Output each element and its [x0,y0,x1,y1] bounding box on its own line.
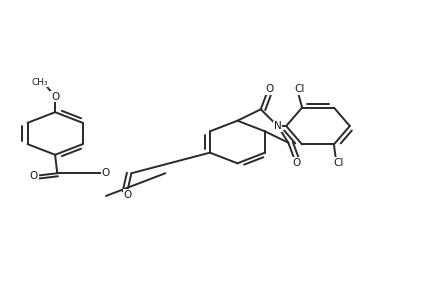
Text: CH₃: CH₃ [31,78,48,87]
Text: O: O [51,91,59,102]
Text: N: N [274,121,282,131]
Text: O: O [30,170,38,181]
Text: O: O [293,158,301,168]
Text: Cl: Cl [333,158,343,168]
Text: O: O [265,84,273,95]
Text: O: O [102,168,110,178]
Text: O: O [123,189,131,200]
Text: Cl: Cl [295,84,305,94]
